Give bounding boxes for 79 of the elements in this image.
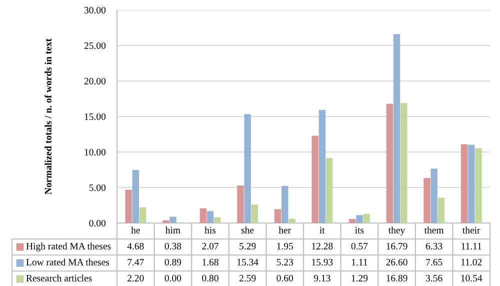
bar [206,211,214,223]
data-label: 15.93 [312,258,333,266]
data-label: 7.47 [128,258,144,266]
bar [139,207,146,223]
data-label: 9.13 [314,274,330,282]
bar [430,168,438,223]
x-tick-label: her [278,226,291,234]
legend-label: Research articles [26,274,92,282]
data-label: 5.29 [240,242,256,250]
x-tick-label: he [131,226,140,234]
data-label: 2.59 [239,274,256,282]
y-tick-label: 10.00 [84,148,106,156]
data-label: 0.57 [351,242,368,250]
y-tick-label: 0.00 [89,220,106,227]
bar [424,178,430,223]
data-label: 6.33 [426,242,442,250]
bar [386,104,394,223]
bar [132,170,140,223]
bar [274,209,282,223]
bar [214,217,221,223]
bar [312,136,318,223]
data-label: 4.68 [127,242,144,250]
bar [468,144,475,223]
data-label: 7.65 [426,258,442,266]
bar [460,144,468,223]
data-label: 15.34 [237,258,258,266]
bar [356,215,363,223]
legend-label: High rated MA theses [26,242,111,252]
bar [237,185,244,223]
data-label: 11.11 [462,242,482,250]
data-label: 11.02 [461,258,482,266]
data-label: 26.60 [386,258,408,266]
bar [363,214,370,223]
y-tick-label: 15.00 [84,113,106,120]
bar [318,110,326,223]
x-tick-label: its [355,226,364,234]
bar [393,34,400,223]
y-tick-label: 20.00 [84,78,106,85]
x-tick-label: them [424,226,444,234]
data-label: 0.60 [276,274,293,282]
bar [244,114,251,223]
data-label: 1.95 [277,242,293,250]
data-label: 12.28 [312,242,333,250]
data-label: 16.89 [386,274,408,282]
x-tick-label: it [320,226,325,234]
data-label: 16.79 [386,242,408,250]
data-label: 2.07 [202,242,218,250]
bar [326,158,333,223]
data-label: 0.38 [164,242,182,250]
bar [288,218,296,223]
legend-label: Low rated MA theses [26,258,110,266]
data-label: 3.56 [426,274,442,282]
bar [400,103,408,223]
data-label: 2.20 [128,274,144,282]
x-tick-label: they [388,226,406,236]
bar [348,218,356,223]
y-tick-label: 30.00 [84,6,106,14]
y-axis-title: Normalized totals / n. of words in text [44,38,52,194]
data-label: 1.68 [202,258,218,266]
data-label: 10.54 [461,274,482,282]
data-label: 0.80 [202,274,218,282]
bar [475,148,482,223]
bar [438,198,445,223]
bar [281,186,288,223]
bar [200,208,207,223]
data-label: 1.11 [352,258,368,266]
x-tick-label: she [241,226,254,234]
data-label: 0.00 [164,274,182,282]
bar [251,204,258,223]
data-label: 5.23 [276,258,293,266]
data-label: 0.89 [164,258,182,266]
data-label: 1.29 [352,274,368,282]
x-tick-label: their [462,226,480,234]
x-tick-label: him [165,226,180,234]
bar [170,216,176,223]
x-tick-label: his [204,226,216,234]
bar [125,190,132,223]
y-tick-label: 25.00 [84,42,106,50]
y-tick-label: 5.00 [89,184,106,192]
